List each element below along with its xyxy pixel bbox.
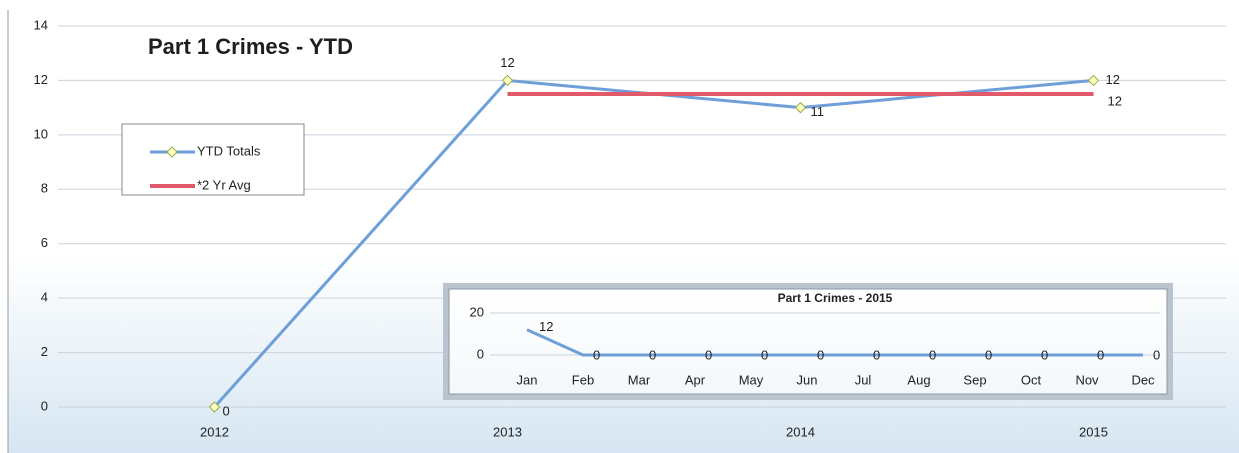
legend-label: YTD Totals	[197, 143, 261, 158]
data-label: 0	[1153, 347, 1160, 362]
chart-title: Part 1 Crimes - YTD	[148, 34, 353, 59]
data-label: 0	[985, 347, 992, 362]
inset-background	[448, 288, 1168, 395]
y-tick-label: 6	[41, 235, 48, 250]
data-label: 12	[1106, 72, 1120, 87]
series-line	[526, 328, 1143, 357]
y-tick-label: 12	[34, 72, 48, 87]
y-tick-label: 2	[41, 344, 48, 359]
y-tick-label: 8	[41, 181, 48, 196]
legend-box	[121, 123, 305, 196]
y-tick-label: 4	[41, 290, 48, 305]
x-tick-label: 2013	[493, 424, 522, 439]
data-label: 0	[761, 347, 768, 362]
point-marker	[208, 401, 221, 413]
x-tick-label: Feb	[572, 372, 594, 387]
x-tick-label: Apr	[685, 372, 706, 387]
data-label: 12	[500, 55, 514, 70]
inset-chart: Part 1 Crimes - 2015 0 20 Jan Feb Mar Apr May Ju…	[470, 291, 1161, 387]
legend: YTD Totals *2 Yr Avg	[121, 123, 305, 196]
data-label: 0	[649, 347, 656, 362]
x-tick-label: Jul	[855, 372, 872, 387]
data-label: 0	[1097, 347, 1104, 362]
x-tick-label: Nov	[1075, 372, 1099, 387]
y-tick-label: 0	[477, 346, 484, 361]
legend-label: *2 Yr Avg	[197, 177, 251, 192]
data-label: 0	[593, 347, 600, 362]
data-label: 0	[817, 347, 824, 362]
data-label: 0	[873, 347, 880, 362]
x-tick-label: 2015	[1079, 424, 1108, 439]
x-tick-label: Jun	[797, 372, 818, 387]
point-marker	[794, 101, 807, 114]
data-label: 0	[1041, 347, 1048, 362]
x-tick-label: 2014	[786, 424, 815, 439]
x-tick-label: May	[739, 372, 764, 387]
chart-title: Part 1 Crimes - 2015	[778, 291, 893, 305]
data-label: 0	[223, 403, 230, 418]
data-label: 12	[539, 319, 553, 334]
y-tick-label: 14	[34, 17, 48, 32]
point-marker	[1087, 74, 1100, 87]
x-tick-label: 2012	[200, 424, 229, 439]
x-tick-label: Sep	[963, 372, 986, 387]
x-tick-label: Dec	[1131, 372, 1155, 387]
legend-marker	[166, 146, 178, 158]
data-label: 0	[705, 347, 712, 362]
x-tick-label: Jan	[517, 372, 538, 387]
y-tick-label: 0	[41, 398, 48, 413]
data-label: 0	[929, 347, 936, 362]
data-label: 12	[1108, 93, 1122, 108]
x-tick-label: Aug	[907, 372, 930, 387]
y-tick-label: 10	[34, 126, 48, 141]
y-tick-label: 20	[470, 304, 484, 319]
data-label: 11	[811, 104, 825, 119]
x-tick-label: Oct	[1021, 372, 1042, 387]
point-marker	[501, 74, 514, 87]
x-tick-label: Mar	[628, 372, 651, 387]
